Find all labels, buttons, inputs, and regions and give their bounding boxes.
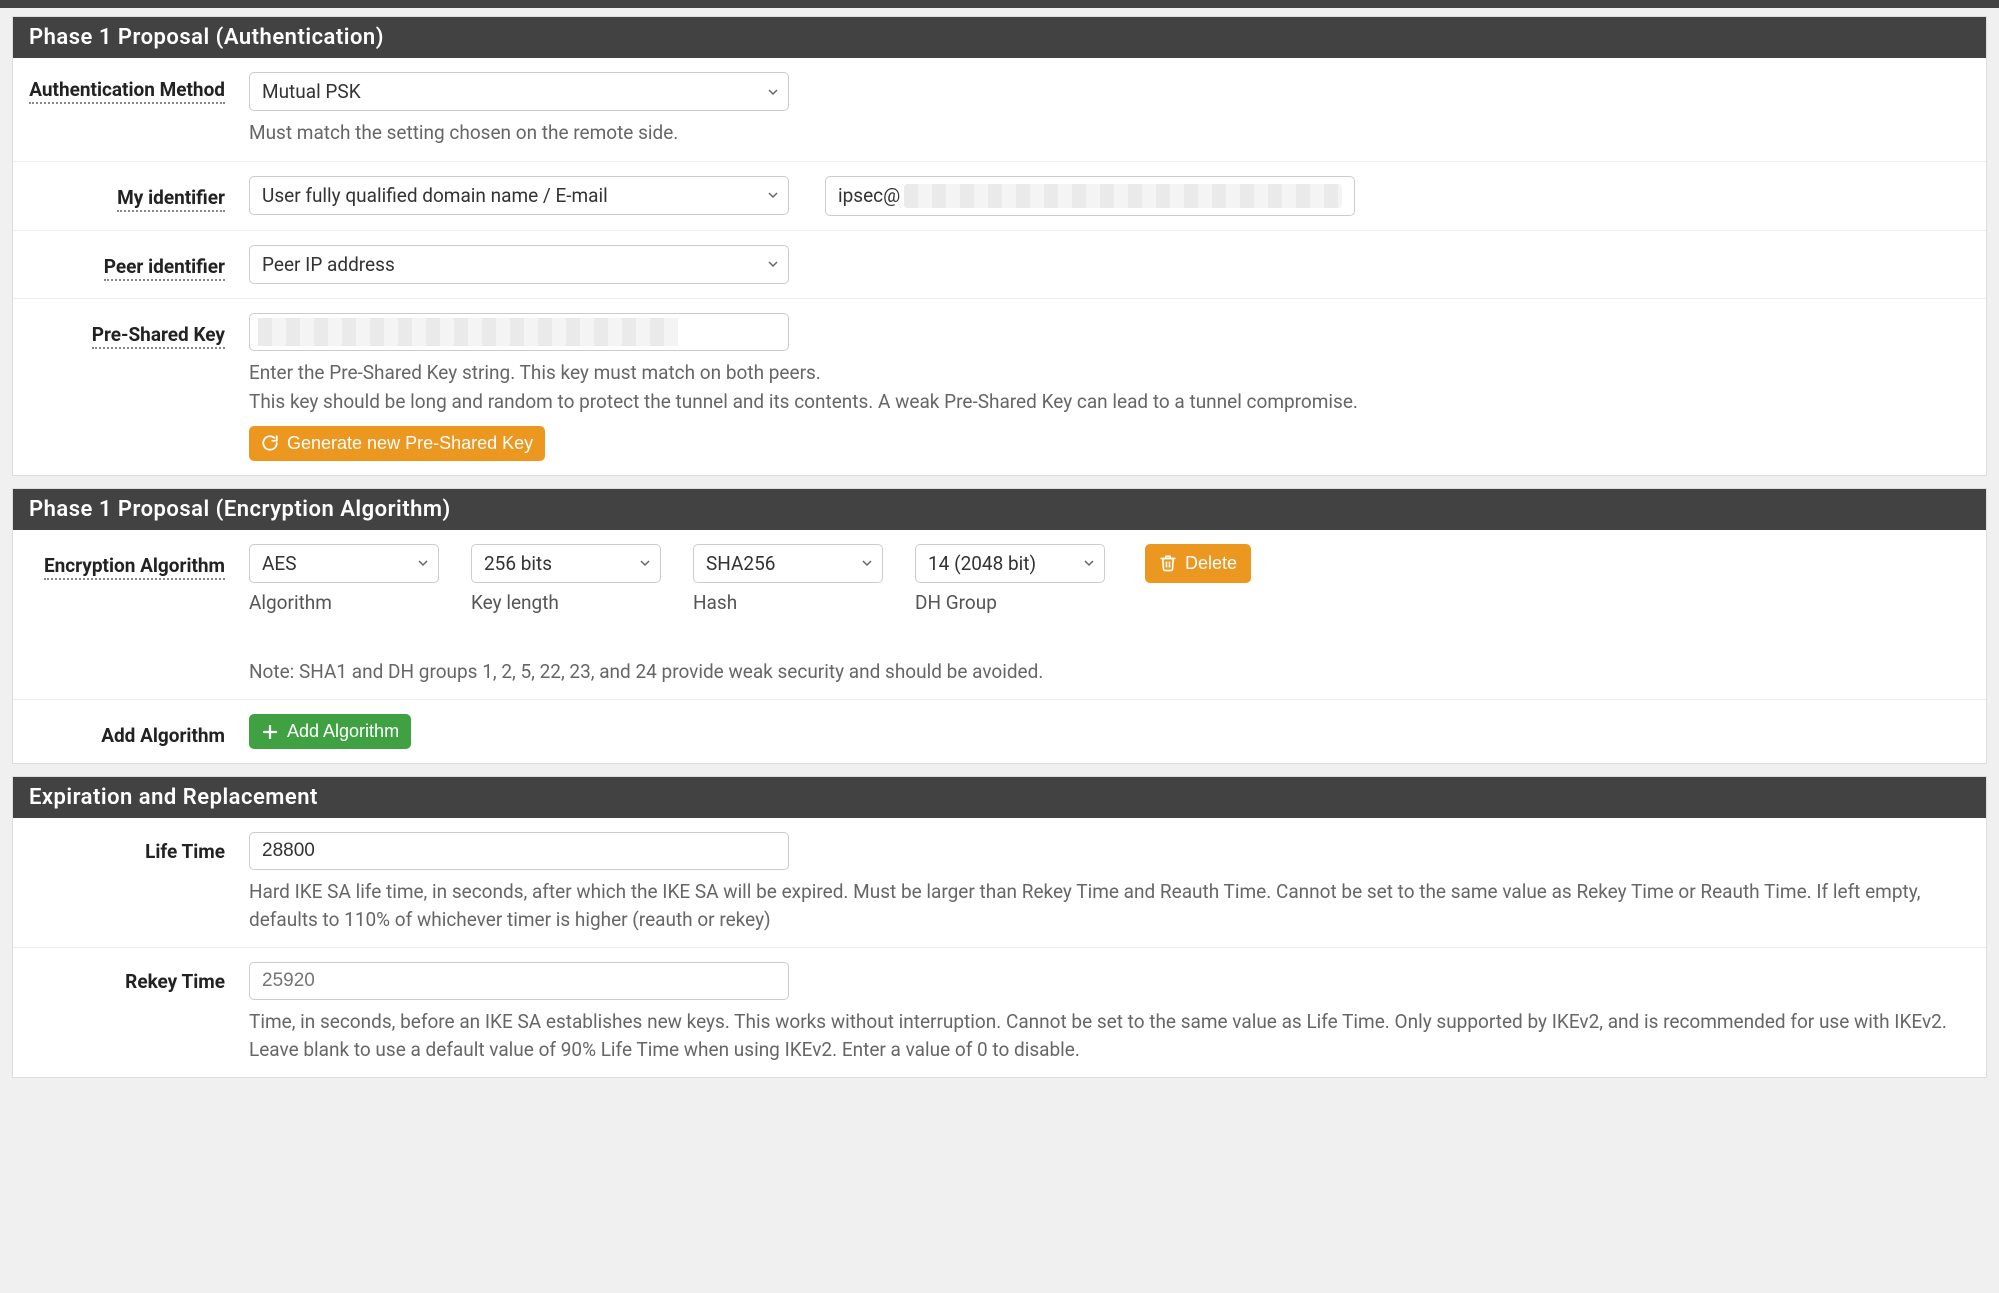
panel-encryption: Phase 1 Proposal (Encryption Algorithm) … bbox=[12, 488, 1987, 765]
redacted-psk bbox=[258, 318, 678, 346]
select-auth-method[interactable]: Mutual PSK bbox=[249, 72, 789, 111]
help-auth-method: Must match the setting chosen on the rem… bbox=[249, 119, 1970, 147]
panel-expiration: Expiration and Replacement Life Time Har… bbox=[12, 776, 1987, 1078]
input-my-identifier-value[interactable]: ipsec@ bbox=[825, 176, 1355, 216]
delete-label: Delete bbox=[1185, 553, 1237, 574]
row-my-identifier: My identifier User fully qualified domai… bbox=[13, 162, 1986, 231]
generate-psk-label: Generate new Pre-Shared Key bbox=[287, 433, 533, 454]
input-lifetime[interactable] bbox=[249, 832, 789, 870]
plus-icon bbox=[261, 723, 279, 741]
caption-algorithm: Algorithm bbox=[249, 591, 439, 614]
label-auth-method: Authentication Method bbox=[29, 78, 225, 104]
redacted-identifier bbox=[904, 184, 1342, 208]
generate-psk-button[interactable]: Generate new Pre-Shared Key bbox=[249, 426, 545, 461]
my-identifier-prefix: ipsec@ bbox=[838, 184, 900, 207]
label-my-identifier: My identifier bbox=[117, 186, 225, 212]
caption-keylength: Key length bbox=[471, 591, 661, 614]
label-encryption-algorithm: Encryption Algorithm bbox=[44, 554, 225, 580]
add-algorithm-button[interactable]: Add Algorithm bbox=[249, 714, 411, 749]
panel-header-encryption: Phase 1 Proposal (Encryption Algorithm) bbox=[13, 489, 1986, 530]
select-peer-identifier-type[interactable]: Peer IP address bbox=[249, 245, 789, 284]
row-peer-identifier: Peer identifier Peer IP address bbox=[13, 231, 1986, 299]
input-psk[interactable] bbox=[249, 313, 789, 351]
trash-icon bbox=[1159, 554, 1177, 572]
select-algorithm[interactable]: AES bbox=[249, 544, 439, 583]
row-lifetime: Life Time Hard IKE SA life time, in seco… bbox=[13, 818, 1986, 948]
delete-algorithm-button[interactable]: Delete bbox=[1145, 544, 1251, 583]
caption-dhgroup: DH Group bbox=[915, 591, 1105, 614]
label-rekeytime: Rekey Time bbox=[125, 970, 225, 993]
help-rekeytime: Time, in seconds, before an IKE SA estab… bbox=[249, 1008, 1970, 1063]
help-lifetime: Hard IKE SA life time, in seconds, after… bbox=[249, 878, 1970, 933]
select-hash[interactable]: SHA256 bbox=[693, 544, 883, 583]
top-divider bbox=[0, 0, 1999, 8]
refresh-icon bbox=[261, 434, 279, 452]
row-auth-method: Authentication Method Mutual PSK Must ma… bbox=[13, 58, 1986, 162]
help-psk-1: Enter the Pre-Shared Key string. This ke… bbox=[249, 359, 1970, 387]
row-add-algorithm: Add Algorithm Add Algorithm bbox=[13, 700, 1986, 763]
panel-authentication: Phase 1 Proposal (Authentication) Authen… bbox=[12, 16, 1987, 476]
row-rekeytime: Rekey Time Time, in seconds, before an I… bbox=[13, 948, 1986, 1077]
select-keylength[interactable]: 256 bits bbox=[471, 544, 661, 583]
label-add-algorithm: Add Algorithm bbox=[101, 724, 225, 747]
label-peer-identifier: Peer identifier bbox=[104, 255, 225, 281]
panel-header-expiration: Expiration and Replacement bbox=[13, 777, 1986, 818]
panel-header-authentication: Phase 1 Proposal (Authentication) bbox=[13, 17, 1986, 58]
select-my-identifier-type[interactable]: User fully qualified domain name / E-mai… bbox=[249, 176, 789, 215]
caption-hash: Hash bbox=[693, 591, 883, 614]
help-encryption-note: Note: SHA1 and DH groups 1, 2, 5, 22, 23… bbox=[249, 658, 1970, 686]
add-algorithm-label: Add Algorithm bbox=[287, 721, 399, 742]
label-lifetime: Life Time bbox=[145, 840, 225, 863]
row-psk: Pre-Shared Key Enter the Pre-Shared Key … bbox=[13, 299, 1986, 475]
row-encryption-algorithm: Encryption Algorithm AES Algorithm 256 b… bbox=[13, 530, 1986, 701]
help-psk-2: This key should be long and random to pr… bbox=[249, 388, 1970, 416]
label-psk: Pre-Shared Key bbox=[92, 323, 225, 349]
select-dhgroup[interactable]: 14 (2048 bit) bbox=[915, 544, 1105, 583]
input-rekeytime[interactable] bbox=[249, 962, 789, 1000]
